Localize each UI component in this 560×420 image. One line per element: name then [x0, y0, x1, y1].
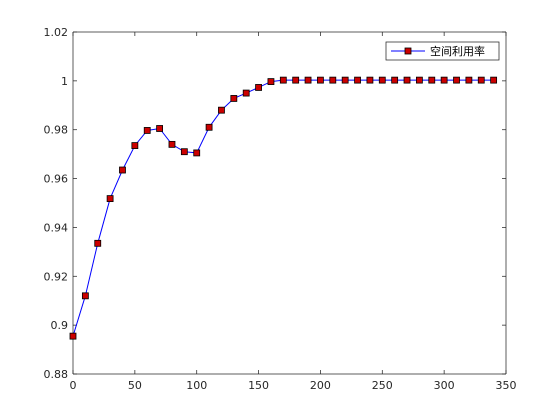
y-axis: 0.88 0.9 0.92 0.94 0.96 0.98 1 1.02 [44, 26, 506, 381]
legend-box [385, 41, 500, 61]
x-tick-label: 200 [310, 379, 331, 392]
y-tick-label: 0.96 [44, 173, 69, 186]
y-tick-label: 0.92 [44, 270, 69, 283]
data-point-marker [267, 78, 275, 85]
data-point-marker [131, 142, 139, 149]
x-tick-label: 350 [496, 379, 517, 392]
data-point-marker [218, 106, 225, 114]
data-point-marker [391, 76, 399, 84]
data-point-marker [143, 127, 151, 134]
data-point-marker [366, 76, 374, 84]
legend: 空间利用率 [385, 41, 500, 61]
data-point-marker [193, 149, 201, 157]
data-point-marker [428, 76, 436, 84]
data-point-marker [403, 76, 411, 84]
x-tick-label: 150 [248, 379, 269, 392]
data-point-marker [69, 332, 77, 340]
data-point-marker [230, 95, 238, 102]
y-tick-label: 0.94 [44, 221, 69, 234]
x-tick-label: 50 [128, 379, 142, 392]
plot-area [73, 32, 506, 374]
data-point-marker [119, 166, 126, 174]
x-axis: 0 50 100 150 200 250 300 350 [70, 32, 517, 392]
y-tick-label: 0.88 [44, 368, 69, 381]
data-point-marker [205, 123, 213, 131]
data-point-marker [279, 76, 287, 84]
data-point-marker [180, 148, 188, 156]
x-tick-label: 250 [372, 379, 393, 392]
data-point-marker [317, 76, 324, 84]
y-tick-label: 0.9 [51, 319, 69, 332]
data-point-marker [453, 76, 460, 84]
series-layer [69, 76, 498, 340]
y-tick-label: 0.98 [44, 124, 69, 137]
legend-marker-sample [404, 47, 412, 55]
data-point-marker [304, 76, 312, 84]
x-tick-label: 0 [70, 379, 77, 392]
data-point-marker [490, 76, 498, 84]
legend-label: 空间利用率 [430, 44, 485, 58]
data-point-marker [354, 76, 361, 84]
data-point-marker [465, 76, 473, 84]
data-point-marker [341, 76, 349, 84]
y-tick-label: 1 [61, 75, 68, 88]
data-point-marker [168, 140, 176, 148]
data-point-marker [94, 239, 102, 247]
data-point-marker [292, 76, 300, 84]
data-point-marker [106, 195, 114, 203]
x-tick-label: 100 [186, 379, 207, 392]
data-point-marker [378, 76, 386, 84]
data-point-marker [477, 76, 485, 84]
data-point-marker [329, 76, 337, 84]
data-point-marker [255, 84, 262, 91]
x-tick-label: 300 [434, 379, 455, 392]
data-point-marker [81, 292, 89, 300]
data-point-marker [242, 89, 250, 97]
axes-lines [72, 31, 507, 375]
data-point-marker [440, 76, 448, 84]
y-tick-label: 1.02 [44, 26, 69, 39]
data-point-marker [415, 76, 423, 84]
data-point-marker [156, 125, 164, 132]
